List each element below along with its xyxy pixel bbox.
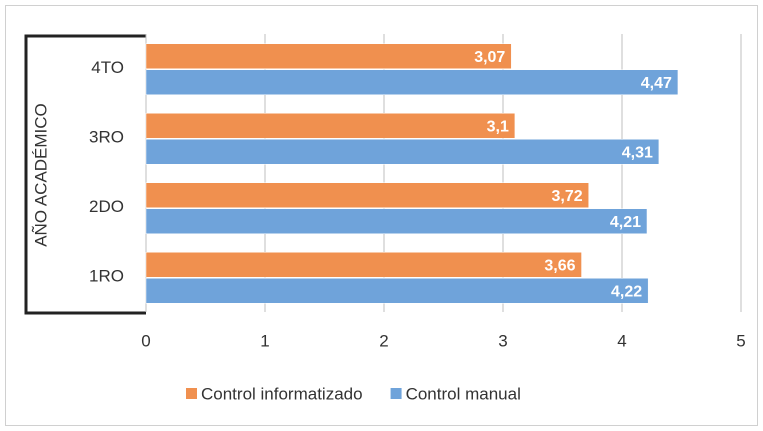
y-axis-label: AÑO ACADÉMICO bbox=[31, 103, 50, 247]
bar bbox=[145, 43, 512, 69]
x-tick-label: 1 bbox=[260, 331, 269, 350]
bar bbox=[145, 113, 516, 139]
bar bbox=[145, 182, 589, 208]
data-label: 3,07 bbox=[474, 49, 505, 66]
data-label: 3,1 bbox=[487, 118, 509, 135]
legend-label: Control informatizado bbox=[201, 384, 363, 403]
data-label: 4,22 bbox=[611, 283, 642, 300]
y-tick-label: 3RO bbox=[89, 128, 124, 147]
y-tick-label: 4TO bbox=[91, 58, 124, 77]
axis-bracket bbox=[24, 34, 146, 315]
bar bbox=[145, 278, 649, 304]
bar bbox=[145, 252, 582, 278]
x-tick-label: 0 bbox=[141, 331, 150, 350]
x-tick-label: 2 bbox=[379, 331, 388, 350]
x-tick-label: 5 bbox=[736, 331, 745, 350]
x-tick-label: 4 bbox=[617, 331, 626, 350]
data-label: 3,72 bbox=[552, 188, 583, 205]
y-tick-label: 1RO bbox=[89, 267, 124, 286]
legend-label: Control manual bbox=[406, 384, 521, 403]
x-tick-label: 3 bbox=[498, 331, 507, 350]
data-label: 3,66 bbox=[544, 257, 575, 274]
bar bbox=[145, 69, 679, 95]
data-label: 4,31 bbox=[622, 144, 653, 161]
data-label: 4,21 bbox=[610, 214, 641, 231]
y-tick-label: 2DO bbox=[89, 197, 124, 216]
bar bbox=[145, 208, 648, 234]
data-label: 4,47 bbox=[641, 75, 672, 92]
legend-swatch bbox=[186, 388, 197, 399]
bar bbox=[145, 139, 660, 165]
legend-swatch bbox=[390, 388, 402, 399]
